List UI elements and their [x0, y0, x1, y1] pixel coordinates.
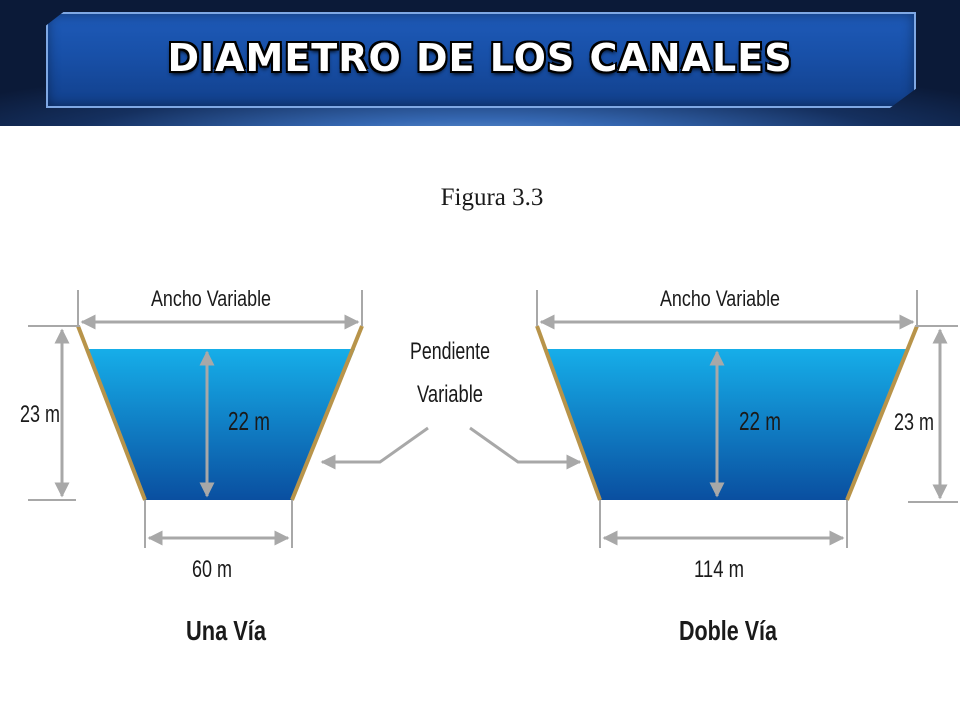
left-canal-bank-right [290, 325, 364, 501]
right-canal: Ancho Variable 23 m 22 m 114 m Doble Vía [535, 286, 958, 646]
slope-annotation: Pendiente Variable [320, 338, 582, 470]
left-water-depth-label: 22 m [228, 406, 270, 436]
right-total-height-label: 23 m [894, 409, 934, 436]
left-canal: Ancho Variable 23 m 22 m 60 m Una Vía [20, 286, 364, 646]
right-bottom-width-label: 114 m [694, 556, 744, 583]
left-canal-name: Una Vía [186, 615, 266, 646]
left-total-height-label: 23 m [20, 401, 60, 428]
left-canal-bank-left [76, 325, 147, 501]
left-bottom-width-label: 60 m [192, 556, 232, 583]
right-canal-water [546, 349, 908, 500]
title-banner [46, 12, 916, 108]
left-canal-water [86, 349, 355, 500]
left-top-width-label: Ancho Variable [151, 286, 271, 311]
slope-label-line1: Pendiente [410, 338, 490, 365]
page-title: DIAMETRO DE LOS CANALES [167, 36, 793, 80]
slope-pointer-right [469, 426, 582, 470]
figure-caption: Figura 3.3 [441, 184, 544, 211]
header-background: DIAMETRO DE LOS CANALES [0, 0, 960, 126]
right-canal-bank-left [535, 325, 602, 501]
slope-label-line2: Variable [417, 381, 483, 408]
right-canal-name: Doble Vía [679, 615, 777, 646]
right-water-depth-label: 22 m [739, 406, 781, 436]
canal-diagram: Figura 3.3 Ancho Variable 23 m 22 m 60 m… [20, 184, 958, 646]
right-top-width-label: Ancho Variable [660, 286, 780, 311]
right-canal-bank-right [845, 325, 919, 501]
slope-pointer-left [320, 426, 429, 470]
